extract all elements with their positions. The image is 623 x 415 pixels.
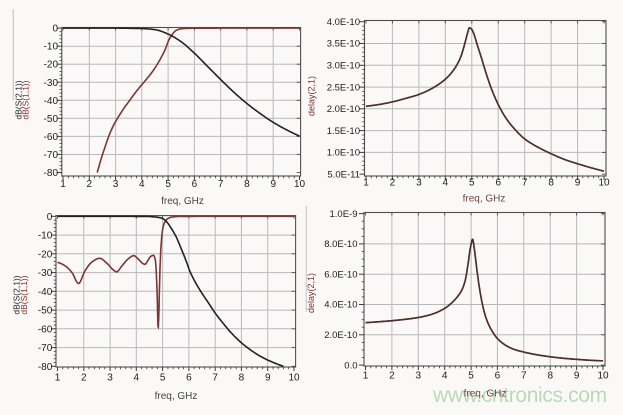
svg-text:3: 3 <box>113 179 119 190</box>
svg-text:3: 3 <box>415 371 421 382</box>
svg-text:-80: -80 <box>38 362 53 373</box>
svg-text:dB(S(1,1)): dB(S(1,1)) <box>21 80 31 119</box>
svg-text:7: 7 <box>522 178 528 189</box>
svg-text:-70: -70 <box>38 343 53 354</box>
svg-text:2: 2 <box>86 179 92 190</box>
svg-text:5: 5 <box>468 371 474 382</box>
svg-text:8: 8 <box>239 373 245 384</box>
svg-text:-20: -20 <box>38 249 53 260</box>
svg-text:9: 9 <box>574 371 580 382</box>
svg-text:2.0E-10: 2.0E-10 <box>327 104 360 115</box>
svg-text:2: 2 <box>390 178 396 189</box>
svg-text:delay(2,1): delay(2,1) <box>306 273 316 313</box>
svg-text:-70: -70 <box>44 150 59 161</box>
svg-text:freq, GHz: freq, GHz <box>161 196 204 207</box>
svg-text:8: 8 <box>547 371 553 382</box>
svg-text:4: 4 <box>134 373 140 384</box>
svg-text:-80: -80 <box>44 168 59 179</box>
svg-text:2.5E-10: 2.5E-10 <box>327 82 360 93</box>
svg-text:3.0E-10: 3.0E-10 <box>327 60 360 71</box>
svg-text:dB(S(2,1)): dB(S(2,1)) <box>14 80 24 119</box>
svg-text:5: 5 <box>160 373 166 384</box>
svg-text:9: 9 <box>575 178 581 189</box>
svg-text:6: 6 <box>495 371 501 382</box>
svg-text:1: 1 <box>363 371 369 382</box>
svg-text:dB(S(2,1)): dB(S(2,1)) <box>11 275 21 314</box>
svg-text:-10: -10 <box>38 231 53 242</box>
svg-text:delay(2,1): delay(2,1) <box>307 76 317 116</box>
svg-text:4: 4 <box>442 371 448 382</box>
svg-text:10: 10 <box>598 178 610 189</box>
svg-text:10: 10 <box>597 371 609 382</box>
svg-text:3: 3 <box>107 373 113 384</box>
svg-text:-40: -40 <box>44 96 59 107</box>
svg-text:-60: -60 <box>38 324 53 335</box>
svg-text:www.cntronics.com: www.cntronics.com <box>432 384 607 407</box>
svg-text:10: 10 <box>288 373 300 384</box>
svg-text:10: 10 <box>294 179 306 190</box>
svg-text:0: 0 <box>52 24 58 35</box>
svg-text:2: 2 <box>81 373 87 384</box>
svg-text:8: 8 <box>244 179 250 190</box>
svg-text:-50: -50 <box>38 306 53 317</box>
svg-text:-60: -60 <box>44 132 59 143</box>
svg-text:0: 0 <box>47 212 53 223</box>
svg-text:freq, GHz: freq, GHz <box>464 389 507 400</box>
svg-text:0.0: 0.0 <box>344 360 357 371</box>
svg-text:2.0E-10: 2.0E-10 <box>324 330 357 341</box>
svg-text:-30: -30 <box>38 268 53 279</box>
svg-text:6: 6 <box>192 179 198 190</box>
svg-text:6: 6 <box>186 373 192 384</box>
svg-text:1.0E-9: 1.0E-9 <box>330 209 358 220</box>
svg-text:3: 3 <box>416 178 422 189</box>
svg-text:1.0E-10: 1.0E-10 <box>327 148 360 159</box>
svg-text:8: 8 <box>548 178 554 189</box>
svg-text:1: 1 <box>60 179 66 190</box>
svg-text:1: 1 <box>363 178 369 189</box>
svg-text:5: 5 <box>165 179 171 190</box>
svg-text:-40: -40 <box>38 287 53 298</box>
svg-text:8.0E-10: 8.0E-10 <box>324 239 357 250</box>
svg-text:6: 6 <box>495 178 501 189</box>
svg-text:1: 1 <box>55 373 61 384</box>
svg-text:-30: -30 <box>44 78 59 89</box>
svg-text:-20: -20 <box>44 60 59 71</box>
svg-text:4: 4 <box>139 179 145 190</box>
svg-text:3.5E-10: 3.5E-10 <box>327 39 360 50</box>
svg-text:7: 7 <box>218 179 224 190</box>
svg-text:4.0E-10: 4.0E-10 <box>327 17 360 28</box>
svg-text:1.5E-10: 1.5E-10 <box>327 126 360 137</box>
svg-text:4.0E-10: 4.0E-10 <box>324 300 357 311</box>
svg-text:7: 7 <box>521 371 527 382</box>
svg-text:-50: -50 <box>44 114 59 125</box>
svg-text:9: 9 <box>265 373 271 384</box>
svg-text:6.0E-10: 6.0E-10 <box>324 269 357 280</box>
svg-text:4: 4 <box>443 178 449 189</box>
svg-text:9: 9 <box>270 179 276 190</box>
svg-text:freq, GHz: freq, GHz <box>463 194 506 205</box>
svg-text:dB(S(1,1)): dB(S(1,1)) <box>19 275 29 314</box>
svg-text:7: 7 <box>212 373 218 384</box>
svg-text:2: 2 <box>389 371 395 382</box>
svg-text:5.0E-11: 5.0E-11 <box>327 169 360 180</box>
svg-text:freq, GHz: freq, GHz <box>155 391 198 402</box>
svg-text:-10: -10 <box>44 42 59 53</box>
svg-text:5: 5 <box>469 178 475 189</box>
